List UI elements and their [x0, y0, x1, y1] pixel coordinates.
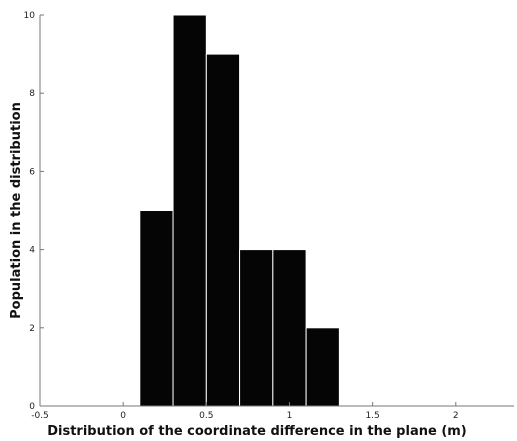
histogram-bar-5 [272, 249, 307, 407]
y-axis-title: Population in the distribution [9, 102, 24, 319]
x-tick-label: -0.5 [31, 411, 49, 421]
y-axis-ticks: 0 2 4 6 8 10 [24, 11, 44, 412]
y-tick-label: 10 [24, 11, 36, 21]
y-tick-label: 8 [29, 89, 35, 99]
x-tick-label: 0.5 [199, 411, 213, 421]
x-axis-title: Distribution of the coordinate differenc… [47, 424, 467, 439]
x-tick-label: 2 [453, 411, 459, 421]
x-tick-label: 1 [287, 411, 293, 421]
histogram-bar-2 [172, 14, 207, 407]
y-tick-label: 4 [29, 246, 35, 256]
histogram-bar-3 [205, 53, 241, 407]
histogram-bars [139, 14, 340, 407]
x-tick-label: 0 [120, 411, 126, 421]
y-tick-label: 0 [29, 402, 35, 412]
histogram-bar-4 [239, 249, 274, 407]
histogram-bar-6 [305, 327, 340, 407]
histogram-bar-1 [139, 210, 174, 407]
x-tick-label: 1.5 [365, 411, 379, 421]
y-tick-label: 2 [29, 324, 35, 334]
x-axis-ticks: -0.5 0 0.5 1 1.5 2 [31, 402, 459, 421]
y-tick-label: 6 [29, 167, 35, 177]
